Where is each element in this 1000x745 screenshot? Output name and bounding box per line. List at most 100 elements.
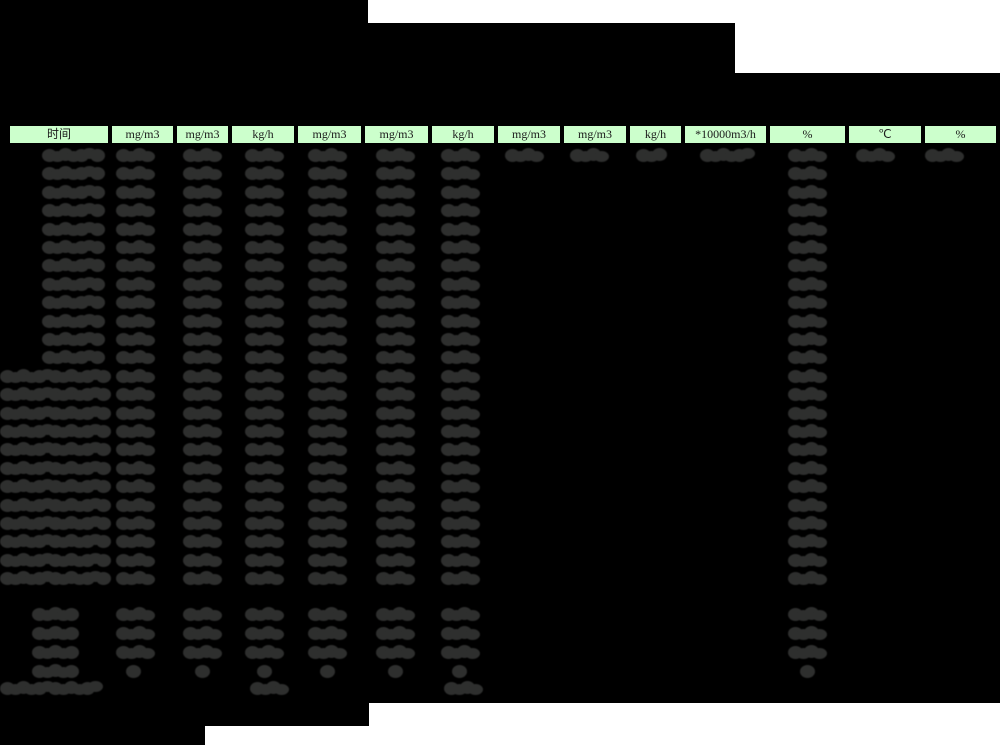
redacted-lump (140, 427, 155, 438)
redacted-lump (452, 684, 467, 695)
redacted-lump (207, 353, 222, 365)
redacted-lump (316, 610, 331, 621)
redacted-lump (90, 185, 105, 199)
redacted-cell-value (376, 552, 418, 567)
unit-header-cell-7: mg/m3 (496, 124, 562, 145)
redacted-lump (253, 169, 268, 181)
redacted-cell-value (441, 368, 480, 383)
redacted-lump (449, 371, 464, 383)
redacted-cell-value (42, 332, 105, 346)
redacted-lump (56, 408, 71, 420)
redacted-lump (332, 243, 347, 254)
redacted-lump (269, 298, 284, 310)
redacted-lump (40, 405, 55, 417)
redacted-lump (88, 424, 103, 435)
redacted-lump (316, 574, 331, 586)
redacted-lump (66, 298, 81, 310)
redacted-lump (140, 371, 155, 383)
redacted-lump (449, 574, 464, 586)
redacted-lump (140, 206, 155, 218)
redacted-cell-value (451, 665, 470, 678)
redacted-cell-value (441, 497, 480, 512)
redacted-lump (320, 665, 335, 678)
redacted-cell-value (441, 405, 480, 420)
redacted-cell-value (441, 258, 480, 273)
redacted-cell-value (308, 442, 350, 457)
redacted-lump (50, 243, 65, 254)
redacted-cell-value (116, 295, 155, 310)
redacted-lump (449, 187, 464, 199)
redacted-cell-value (788, 184, 830, 199)
redacted-lump (332, 279, 347, 291)
redacted-lump (253, 279, 268, 291)
redacted-lump (90, 222, 105, 236)
redacted-lump (56, 482, 71, 494)
redacted-cell-value (116, 552, 155, 567)
redacted-lump (140, 279, 155, 291)
redacted-lump (207, 298, 222, 310)
redacted-lump (269, 648, 284, 659)
redacted-lump (8, 537, 23, 549)
redacted-lump (191, 279, 206, 291)
redacted-lump (812, 427, 827, 438)
redacted-cell-value (320, 665, 338, 678)
redacted-lump (124, 537, 139, 549)
redacted-lump (465, 206, 480, 218)
redacted-lump (400, 243, 415, 254)
redacted-lump (812, 648, 827, 659)
redacted-lump (880, 151, 895, 162)
redacted-lump (812, 610, 827, 621)
redacted-cell-value (257, 665, 275, 678)
redacted-lump (400, 482, 415, 494)
redacted-lump (796, 500, 811, 512)
redacted-cell-value (183, 332, 225, 346)
redacted-lump (332, 187, 347, 199)
redacted-lump (269, 353, 284, 365)
redacted-lump (384, 298, 399, 310)
redacted-lump (140, 187, 155, 199)
redacted-lump (384, 537, 399, 549)
redacted-lump (449, 537, 464, 549)
redacted-lump (812, 371, 827, 383)
redacted-lump (269, 519, 284, 530)
redacted-lump (191, 243, 206, 254)
redacted-cell-value (245, 350, 287, 365)
redacted-cell-value (245, 442, 287, 457)
redacted-cell-value (183, 313, 225, 328)
redacted-lump (72, 684, 87, 695)
redacted-cell-value (245, 184, 287, 199)
redacted-lump (449, 445, 464, 457)
redacted-lump (253, 408, 268, 420)
redacted-lump (594, 151, 609, 162)
redacted-lump (72, 463, 87, 475)
redacted-lump (253, 500, 268, 512)
redacted-cell-value (32, 664, 79, 678)
redacted-cell-value (308, 497, 350, 512)
redacted-cell-value (308, 276, 350, 291)
redacted-cell-value (925, 148, 965, 162)
redacted-cell-value (0, 534, 112, 549)
redacted-lump (140, 537, 155, 549)
redacted-cell-value (250, 681, 289, 695)
redacted-lump (316, 500, 331, 512)
redacted-lump (384, 482, 399, 494)
redacted-lump (949, 151, 964, 162)
redacted-lump (72, 574, 87, 586)
redacted-lump (90, 277, 105, 291)
redacted-lump (812, 261, 827, 273)
redacted-lump (740, 148, 755, 159)
redacted-lump (140, 574, 155, 586)
redacted-lump (191, 629, 206, 640)
redacted-lump (796, 187, 811, 199)
redacted-lump (96, 425, 111, 438)
redacted-lump (465, 500, 480, 512)
redacted-lump (96, 553, 111, 567)
redacted-lump (64, 646, 79, 659)
redacted-lump (191, 316, 206, 328)
redacted-lump (796, 610, 811, 621)
redacted-lump (124, 445, 139, 457)
redacted-cell-value (308, 552, 350, 567)
redacted-lump (253, 316, 268, 328)
redacted-lump (332, 169, 347, 181)
redacted-lump (332, 390, 347, 402)
